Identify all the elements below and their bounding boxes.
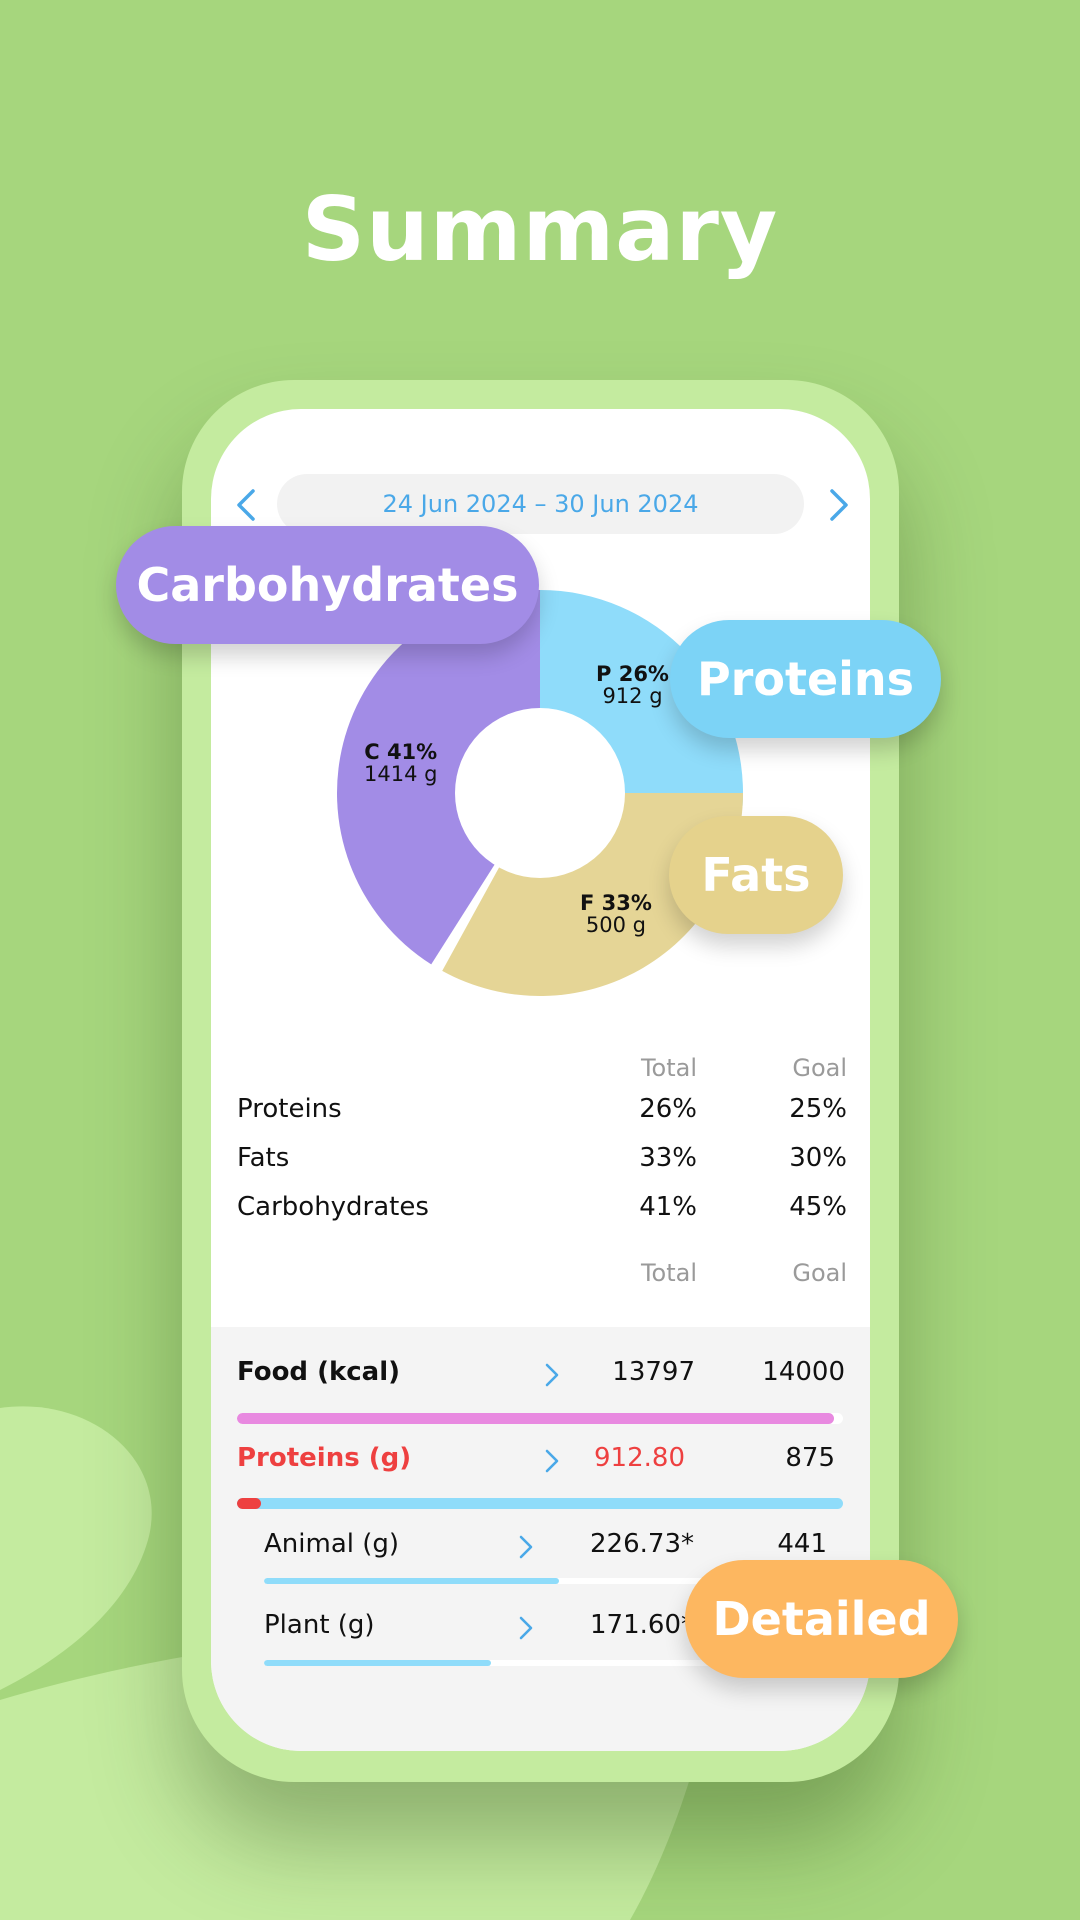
slice-label-carbs-title: C 41%	[364, 740, 438, 764]
slice-label-proteins-amount: 912 g	[602, 684, 663, 708]
carbohydrates-chip: Carbohydrates	[116, 526, 539, 644]
macros-row: Fats 33% 30%	[237, 1143, 847, 1183]
detail-goal: 441	[777, 1529, 827, 1559]
detail-total: 171.60*	[590, 1610, 694, 1640]
detail-goal: 14000	[762, 1357, 845, 1387]
macros-row: Proteins 26% 25%	[237, 1094, 847, 1134]
detail-row-plant[interactable]: Plant (g) 171.60*	[264, 1610, 839, 1650]
chevron-left-icon	[237, 489, 255, 521]
detail-row-animal[interactable]: Animal (g) 226.73* 441	[264, 1529, 839, 1569]
nutrient-details-panel: Food (kcal) 13797 14000 Proteins (g) 912…	[211, 1327, 870, 1751]
macros-row-label: Carbohydrates	[237, 1192, 429, 1222]
detailed-chip: Detailed	[685, 1560, 958, 1678]
progress-fill	[237, 1413, 834, 1424]
detail-label: Proteins (g)	[237, 1443, 412, 1473]
macros-row-label: Proteins	[237, 1094, 342, 1124]
macros-row-total: 33%	[639, 1143, 697, 1173]
detail-label: Food (kcal)	[237, 1357, 401, 1387]
slice-label-proteins: P 26% 912 g	[596, 663, 669, 707]
date-range-selector[interactable]: 24 Jun 2024 – 30 Jun 2024	[277, 474, 804, 534]
chevron-right-icon	[830, 489, 848, 521]
macros-row-goal: 30%	[789, 1143, 847, 1173]
macro-donut-chart	[337, 590, 743, 996]
progress-fill	[264, 1660, 492, 1666]
progress-fill	[237, 1498, 262, 1509]
detail-label: Animal (g)	[264, 1529, 400, 1559]
macros-row: Carbohydrates 41% 45%	[237, 1192, 847, 1232]
progress-fill	[264, 1578, 560, 1584]
detail-total: 912.80	[594, 1443, 685, 1473]
prev-period-button[interactable]	[235, 488, 257, 522]
slice-label-carbs: C 41% 1414 g	[364, 741, 437, 785]
chevron-right-icon[interactable]	[545, 1363, 559, 1387]
progress-bar	[237, 1413, 843, 1424]
progress-bar	[237, 1498, 843, 1509]
macros-col-total: Total	[640, 1054, 697, 1082]
detail-total: 226.73*	[590, 1529, 694, 1559]
fats-chip: Fats	[669, 816, 843, 934]
slice-label-fats: F 33% 500 g	[580, 892, 652, 936]
detail-goal: 875	[785, 1443, 835, 1473]
macros-col-goal: Goal	[792, 1054, 847, 1082]
slice-label-fats-title: F 33%	[580, 891, 652, 915]
next-period-button[interactable]	[828, 488, 850, 522]
macros-row-label: Fats	[237, 1143, 290, 1173]
details-col-total: Total	[640, 1259, 697, 1287]
detail-total: 13797	[612, 1357, 695, 1387]
details-col-goal: Goal	[792, 1259, 847, 1287]
slice-carbohydrates	[337, 590, 540, 965]
chevron-right-icon[interactable]	[519, 1616, 533, 1640]
donut-hole	[455, 708, 625, 878]
slice-label-carbs-amount: 1414 g	[364, 762, 438, 786]
macros-row-total: 26%	[639, 1094, 697, 1124]
chevron-right-icon[interactable]	[545, 1449, 559, 1473]
detail-label: Plant (g)	[264, 1610, 375, 1640]
page-headline: Summary	[301, 178, 779, 281]
progress-bar	[264, 1578, 832, 1584]
macros-row-goal: 45%	[789, 1192, 847, 1222]
detail-row-proteins[interactable]: Proteins (g) 912.80 875	[237, 1443, 847, 1483]
progress-bar	[264, 1660, 832, 1666]
slice-label-fats-amount: 500 g	[585, 913, 646, 937]
macros-row-total: 41%	[639, 1192, 697, 1222]
chevron-right-icon[interactable]	[519, 1535, 533, 1559]
slice-label-proteins-title: P 26%	[596, 662, 669, 686]
detail-row-food[interactable]: Food (kcal) 13797 14000	[237, 1357, 847, 1397]
macros-row-goal: 25%	[789, 1094, 847, 1124]
proteins-chip: Proteins	[670, 620, 941, 738]
